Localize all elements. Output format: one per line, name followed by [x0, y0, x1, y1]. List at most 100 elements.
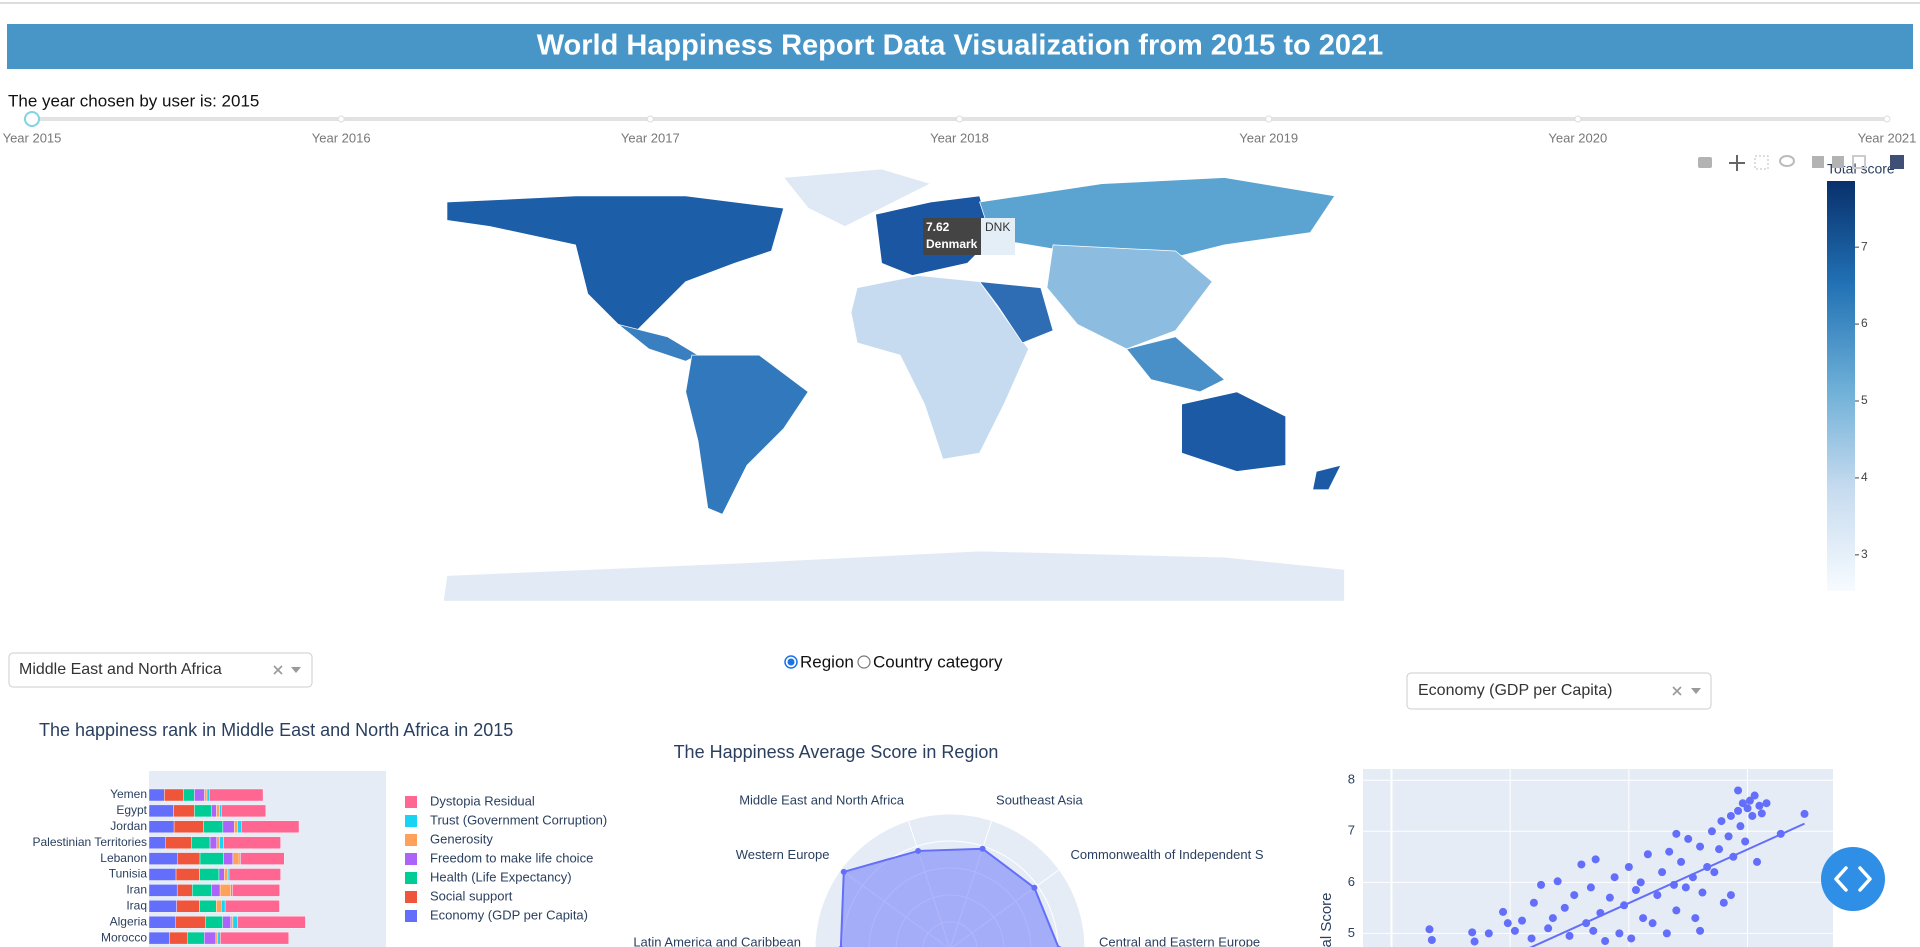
- dropdown-clear[interactable]: [1672, 686, 1682, 696]
- slider-mark-label[interactable]: Year 2018: [930, 130, 989, 145]
- dropdown-value: Economy (GDP per Capita): [1418, 682, 1612, 699]
- colorbar-tick-label: 7: [1861, 239, 1868, 253]
- scatter-point: [1696, 842, 1705, 851]
- legend-label[interactable]: Dystopia Residual: [430, 793, 535, 808]
- bar-category-label: Tunisia: [109, 867, 148, 881]
- modebar-reset[interactable]: [1852, 155, 1866, 169]
- page-title: World Happiness Report Data Visualizatio…: [537, 30, 1384, 62]
- scatter-point: [1753, 857, 1762, 866]
- radar-point: [1031, 884, 1038, 891]
- bar-category-label: Yemen: [110, 787, 147, 801]
- slider-dot: [646, 115, 654, 123]
- country-shape[interactable]: [618, 324, 699, 362]
- scatter-point: [1591, 855, 1600, 864]
- year-slider[interactable]: Year 2015 Year 2016 Year 2017 Year 2018 Year…: [3, 111, 1917, 145]
- tooltip-country: Denmark: [926, 237, 978, 251]
- bar-segment: [237, 916, 306, 929]
- bar-segment: [206, 788, 210, 802]
- country-shape[interactable]: [782, 168, 932, 227]
- legend-label[interactable]: Economy (GDP per Capita): [430, 907, 588, 922]
- slider-handle[interactable]: [24, 111, 40, 127]
- slider-mark-label[interactable]: Year 2017: [621, 130, 680, 145]
- dropdown-caret[interactable]: [1691, 688, 1701, 694]
- country-shape[interactable]: [442, 550, 1345, 602]
- bar-segment: [222, 820, 235, 833]
- y-tick-label: 5: [1348, 925, 1355, 940]
- y-tick-label: 6: [1348, 874, 1355, 889]
- scatter-point: [1750, 791, 1759, 800]
- modebar-zoom-out[interactable]: [1832, 156, 1844, 168]
- bar-segment: [148, 868, 177, 881]
- slider-mark-label[interactable]: Year 2021: [1858, 130, 1917, 145]
- colorbar-tick-label: 6: [1861, 316, 1868, 330]
- modebar-zoom-in[interactable]: [1812, 156, 1824, 168]
- bar-category-label: Palestinian Territories: [33, 835, 148, 849]
- radio-button[interactable]: [857, 655, 871, 669]
- bar-segment: [216, 804, 220, 818]
- scatter-point: [1757, 809, 1766, 818]
- button-circle[interactable]: [1821, 847, 1885, 911]
- bar-segment: [238, 852, 241, 865]
- bar-segment: [148, 788, 165, 802]
- region-dropdown[interactable]: Middle East and North Africa: [8, 652, 313, 688]
- legend-label[interactable]: Generosity: [430, 831, 493, 846]
- bar-segment: [177, 852, 201, 865]
- modebar-camera[interactable]: [1698, 157, 1712, 168]
- country-shape[interactable]: [685, 354, 809, 515]
- slider-mark-label[interactable]: Year 2015: [3, 130, 62, 145]
- country-shape[interactable]: [979, 177, 1336, 264]
- scatter-point: [1691, 914, 1700, 923]
- bar-segment: [164, 788, 184, 802]
- country-shape[interactable]: [978, 281, 1054, 344]
- radar-axis-label: Latin America and Caribbean: [633, 934, 801, 947]
- radar-axis-label: Southeast Asia: [996, 793, 1083, 808]
- legend-label[interactable]: Trust (Government Corruption): [430, 812, 607, 827]
- code-toggle-button[interactable]: [1821, 847, 1885, 911]
- bar-segment: [173, 804, 195, 818]
- modebar-select[interactable]: [1754, 155, 1769, 170]
- bar-segment: [219, 836, 224, 849]
- radar-axis-label: Commonwealth of Independent S: [1071, 847, 1264, 862]
- radio-label[interactable]: Country category: [873, 652, 1003, 671]
- scatter-point: [1425, 925, 1434, 934]
- tooltip-code: DNK: [985, 220, 1010, 234]
- country-shape[interactable]: [1125, 336, 1226, 393]
- country-shape[interactable]: [1181, 391, 1287, 472]
- bar-category-label: Iraq: [126, 898, 147, 912]
- scatter-point: [1681, 883, 1690, 892]
- country-shape[interactable]: [1312, 464, 1342, 491]
- bar-segment: [148, 900, 177, 913]
- slider-mark-label[interactable]: Year 2020: [1548, 130, 1607, 145]
- y-axis-title: Total Score: [1318, 892, 1335, 947]
- modebar-pan[interactable]: [1729, 155, 1745, 171]
- country-shape[interactable]: [446, 195, 785, 332]
- country-shape[interactable]: [1046, 244, 1213, 350]
- scatter-point: [1665, 847, 1674, 856]
- scatter-point: [1589, 926, 1598, 935]
- modebar-logo[interactable]: [1890, 155, 1904, 169]
- legend-swatch: [405, 891, 417, 903]
- dropdown-caret[interactable]: [291, 667, 301, 673]
- scatter-point: [1648, 919, 1657, 928]
- bar-segment: [148, 820, 175, 833]
- slider-mark-label[interactable]: Year 2019: [1239, 130, 1298, 145]
- scatter-point: [1627, 934, 1636, 943]
- scatter-point: [1800, 809, 1809, 818]
- modebar-lasso[interactable]: [1779, 155, 1795, 167]
- legend-label[interactable]: Health (Life Expectancy): [430, 869, 572, 884]
- radio-label[interactable]: Region: [800, 652, 854, 671]
- world-map[interactable]: [442, 168, 1345, 602]
- bar-title: The happiness rank in Middle East and No…: [39, 720, 513, 740]
- legend-label[interactable]: Freedom to make life choice: [430, 850, 593, 865]
- scatter-point: [1605, 893, 1614, 902]
- scatter-point: [1741, 837, 1750, 846]
- scatter-point: [1601, 937, 1610, 946]
- factor-dropdown[interactable]: Economy (GDP per Capita): [1406, 672, 1712, 710]
- bar-segment: [219, 884, 231, 897]
- scatter-point: [1745, 796, 1754, 805]
- legend-label[interactable]: Social support: [430, 888, 513, 903]
- slider-mark-label[interactable]: Year 2016: [312, 130, 371, 145]
- scatter-point: [1717, 817, 1726, 826]
- dropdown-clear[interactable]: [273, 665, 283, 675]
- polar-ring: [814, 813, 1086, 947]
